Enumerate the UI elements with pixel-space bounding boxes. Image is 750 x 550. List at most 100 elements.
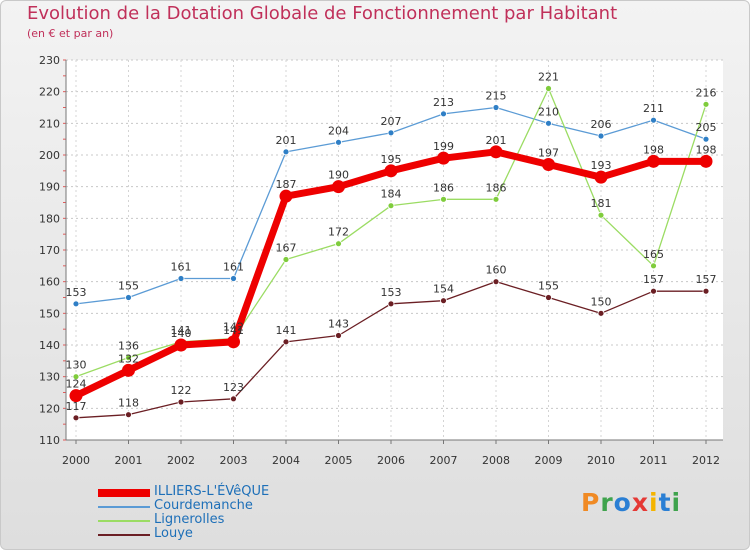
data-point-courdemanche xyxy=(125,294,132,301)
data-label-louye: 122 xyxy=(171,384,192,397)
data-point-louye xyxy=(702,287,710,295)
data-label-lignerolles: 186 xyxy=(433,181,454,194)
data-point-illiers-l-v-que xyxy=(279,189,293,203)
data-point-louye xyxy=(650,287,657,295)
data-label-illiers-l-v-que: 199 xyxy=(433,140,454,153)
data-label-louye: 141 xyxy=(276,324,297,337)
data-label-courdemanche: 161 xyxy=(223,261,244,274)
data-point-courdemanche xyxy=(177,275,185,282)
y-tick-label: 220 xyxy=(39,86,60,99)
data-point-illiers-l-v-que xyxy=(69,389,83,403)
x-tick-label: 2004 xyxy=(272,454,300,467)
data-label-illiers-l-v-que: 198 xyxy=(643,143,664,156)
data-label-courdemanche: 204 xyxy=(328,124,349,137)
data-point-illiers-l-v-que xyxy=(227,335,240,349)
y-tick-label: 180 xyxy=(39,212,60,225)
data-label-lignerolles: 216 xyxy=(696,86,717,99)
data-label-courdemanche: 211 xyxy=(643,102,664,115)
legend-label: Lignerolles xyxy=(154,512,225,527)
x-tick-label: 2012 xyxy=(692,454,720,467)
data-point-lignerolles xyxy=(387,202,395,210)
data-label-courdemanche: 205 xyxy=(696,121,717,134)
data-point-illiers-l-v-que xyxy=(647,154,660,168)
data-point-courdemanche xyxy=(387,129,395,137)
data-label-illiers-l-v-que: 187 xyxy=(276,178,297,191)
data-point-louye xyxy=(125,411,132,419)
chart-title: Evolution de la Dotation Globale de Fonc… xyxy=(27,3,618,24)
data-point-lignerolles xyxy=(335,240,342,248)
y-tick-label: 200 xyxy=(39,149,60,162)
data-point-lignerolles xyxy=(125,354,132,362)
data-label-illiers-l-v-que: 140 xyxy=(171,327,192,340)
data-label-louye: 150 xyxy=(591,295,612,308)
data-label-courdemanche: 161 xyxy=(171,261,192,274)
data-point-illiers-l-v-que xyxy=(489,145,503,159)
series-layer xyxy=(69,85,713,422)
data-point-louye xyxy=(335,332,342,339)
x-tick-label: 2000 xyxy=(62,454,90,467)
data-label-lignerolles: 167 xyxy=(276,242,297,255)
x-tick-label: 2001 xyxy=(115,454,143,467)
x-tick-label: 2009 xyxy=(535,454,563,467)
data-point-louye xyxy=(492,278,500,286)
x-tick-label: 2005 xyxy=(325,454,353,467)
data-point-lignerolles xyxy=(545,85,552,92)
data-point-courdemanche xyxy=(650,116,657,124)
data-point-courdemanche xyxy=(440,110,447,118)
data-label-louye: 153 xyxy=(381,286,402,299)
data-label-lignerolles: 136 xyxy=(118,340,139,353)
x-tick-label: 2006 xyxy=(377,454,405,467)
legend-label: Courdemanche xyxy=(154,498,253,513)
data-label-lignerolles: 130 xyxy=(66,359,87,372)
y-tick-label: 230 xyxy=(39,54,60,67)
data-label-illiers-l-v-que: 195 xyxy=(381,153,402,166)
brand-letter: x xyxy=(631,488,649,517)
data-point-courdemanche xyxy=(282,148,290,156)
brand-letter: r xyxy=(600,488,614,517)
data-label-louye: 155 xyxy=(538,280,559,293)
data-label-lignerolles: 141 xyxy=(171,324,192,337)
data-point-lignerolles xyxy=(597,211,605,219)
data-point-louye xyxy=(387,300,395,308)
data-point-lignerolles xyxy=(440,195,447,203)
data-labels-layer: 153 155 161 161 201 204 207 213 215 210 206 211 205 1… xyxy=(66,71,717,413)
legend-swatch xyxy=(98,534,150,536)
data-label-illiers-l-v-que: 198 xyxy=(696,143,717,156)
data-point-illiers-l-v-que xyxy=(332,180,345,194)
data-point-louye xyxy=(440,297,447,305)
chart-subtitle: (en € et par an) xyxy=(27,27,114,40)
data-label-lignerolles: 181 xyxy=(591,197,612,210)
y-tick-label: 210 xyxy=(39,117,60,130)
data-label-louye: 143 xyxy=(328,318,349,331)
data-label-illiers-l-v-que: 132 xyxy=(118,352,139,365)
data-label-lignerolles: 184 xyxy=(381,188,402,201)
data-point-louye xyxy=(545,294,552,301)
y-tick-label: 150 xyxy=(39,307,60,320)
data-point-illiers-l-v-que xyxy=(437,151,450,165)
data-label-courdemanche: 207 xyxy=(381,115,402,128)
data-point-lignerolles xyxy=(282,256,290,263)
data-point-courdemanche xyxy=(72,300,80,308)
brand-letter: i xyxy=(649,488,659,517)
data-label-lignerolles: 186 xyxy=(486,181,507,194)
data-point-illiers-l-v-que xyxy=(699,154,713,168)
x-tick-label: 2010 xyxy=(587,454,615,467)
legend-label: ILLIERS-L'ÉVêQUE xyxy=(154,484,270,499)
data-label-courdemanche: 213 xyxy=(433,96,454,109)
data-label-lignerolles: 221 xyxy=(538,71,559,84)
x-tick-label: 2008 xyxy=(482,454,510,467)
data-label-louye: 160 xyxy=(486,264,507,277)
data-label-louye: 117 xyxy=(66,400,87,413)
brand-letter: i xyxy=(671,488,682,517)
data-point-illiers-l-v-que xyxy=(174,338,188,352)
data-label-illiers-l-v-que: 190 xyxy=(328,169,349,182)
data-point-courdemanche xyxy=(597,132,605,140)
y-tick-label: 110 xyxy=(39,434,60,447)
x-tick-label: 2007 xyxy=(430,454,458,467)
data-point-louye xyxy=(230,395,237,403)
data-label-illiers-l-v-que: 197 xyxy=(538,147,559,160)
data-point-courdemanche xyxy=(545,119,552,127)
brand-logo: Proxiti xyxy=(581,488,681,517)
data-label-louye: 154 xyxy=(433,283,454,296)
